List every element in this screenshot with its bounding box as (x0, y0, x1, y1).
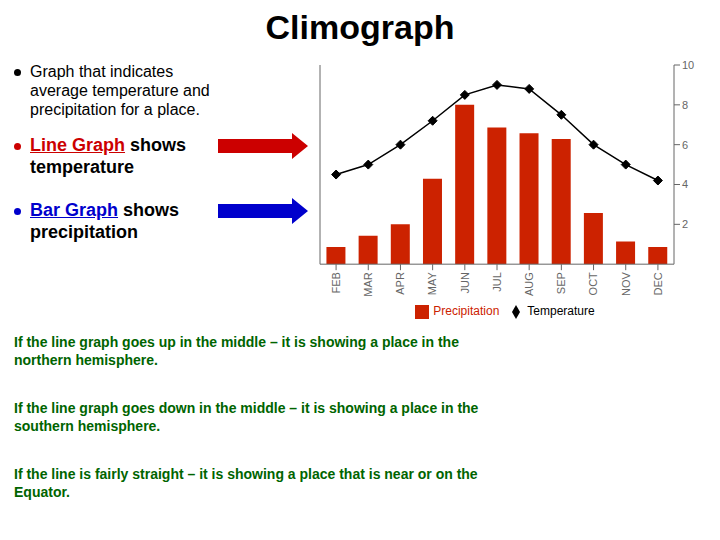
svg-text:DEC: DEC (652, 272, 664, 295)
svg-text:6: 6 (682, 139, 688, 151)
svg-text:MAR: MAR (362, 272, 374, 297)
svg-text:MAY: MAY (426, 272, 438, 296)
html-text:Climograph: Climograph (265, 8, 455, 46)
svg-text:OCT: OCT (587, 272, 599, 296)
html-text:Precipitation: Precipitation (433, 304, 500, 319)
html-text:If the line is fairly straight: If the line is fairly straight – it is s… (14, 466, 478, 500)
svg-text:2: 2 (682, 218, 688, 230)
svg-text:SEP: SEP (555, 272, 567, 294)
html-text:Line Graph shows temperature: Line Graph shows temperature (30, 135, 186, 177)
svg-text:4: 4 (682, 178, 688, 190)
svg-text:FEB: FEB (330, 272, 342, 293)
html-text:Bar Graph shows precipitation: Bar Graph shows precipitation (30, 200, 179, 242)
html-text:Temperature: Temperature (527, 304, 595, 319)
svg-text:8: 8 (682, 99, 688, 111)
html-text:Graph that indicates average t: Graph that indicates average temperature… (30, 63, 210, 119)
svg-text:NOV: NOV (620, 272, 632, 297)
svg-text:10: 10 (682, 59, 694, 71)
svg-text:JUN: JUN (459, 272, 471, 293)
html-text:If the line graph goes up in t: If the line graph goes up in the middle … (14, 334, 459, 368)
svg-text:AUG: AUG (523, 272, 535, 296)
svg-text:JUL: JUL (491, 272, 503, 292)
svg-text:APR: APR (394, 272, 406, 295)
html-text:If the line graph goes down in: If the line graph goes down in the middl… (14, 400, 479, 434)
